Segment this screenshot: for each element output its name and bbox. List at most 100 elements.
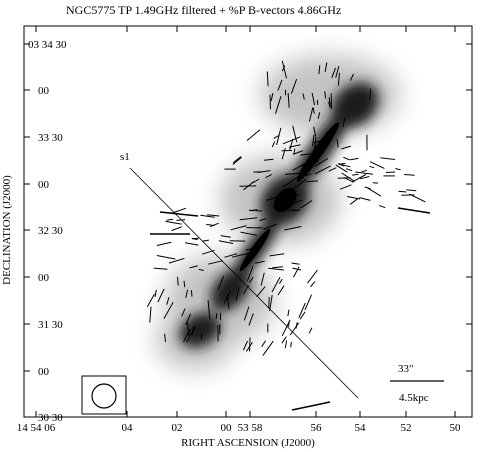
- b-vector: [324, 62, 328, 72]
- b-vector: [207, 300, 211, 319]
- b-vector: [284, 226, 302, 231]
- b-vector: [245, 247, 254, 251]
- b-vector: [336, 139, 339, 148]
- b-vector: [304, 294, 312, 311]
- b-vector: [282, 176, 299, 188]
- b-vector: [352, 173, 359, 176]
- b-vector: [310, 281, 316, 288]
- b-vector: [320, 131, 328, 148]
- beam-ellipse: [91, 383, 117, 409]
- b-vector: [343, 176, 354, 183]
- b-vector: [269, 295, 273, 312]
- b-vector: [349, 197, 359, 205]
- b-vector: [277, 285, 285, 296]
- b-vector: [331, 67, 336, 78]
- b-vector: [290, 341, 292, 348]
- figure-title: NGC5775 TP 1.49GHz filtered + %P B-vecto…: [66, 3, 341, 17]
- b-vector: [300, 153, 311, 156]
- b-vector: [269, 253, 285, 257]
- b-vector: [337, 72, 340, 86]
- b-vector: [266, 71, 269, 87]
- b-vector: [271, 277, 281, 293]
- b-vector: [339, 184, 352, 190]
- b-vector: [168, 257, 185, 264]
- b-vector: [408, 193, 426, 203]
- b-vector: [209, 222, 219, 228]
- b-vector: [364, 186, 371, 190]
- b-vector: [257, 170, 271, 173]
- b-vector: [289, 322, 300, 336]
- b-vector: [291, 262, 300, 265]
- b-vector: [316, 99, 319, 105]
- y-tick-label: 32 30: [38, 225, 63, 237]
- b-vector: [317, 112, 321, 119]
- scale-bar-physical-label: 4.5kpc: [399, 392, 429, 404]
- b-vector: [232, 156, 242, 164]
- b-vector: [338, 163, 351, 168]
- b-vector: [259, 218, 267, 222]
- y-tick-label: 03 34 30: [28, 39, 67, 51]
- b-vector: [312, 134, 315, 147]
- b-vector: [289, 138, 294, 151]
- b-vector: [341, 172, 356, 182]
- b-vector: [263, 223, 277, 230]
- b-vector: [166, 218, 174, 221]
- x-axis-label: RIGHT ASCENSION (J2000): [181, 437, 315, 449]
- b-vector: [318, 65, 321, 75]
- y-tick-label: 33 30: [38, 132, 63, 144]
- b-vector: [243, 181, 255, 191]
- b-vector: [302, 93, 305, 100]
- b-vector: [312, 161, 319, 163]
- b-vector: [395, 168, 401, 171]
- b-vector: [224, 253, 238, 258]
- b-vector: [277, 79, 283, 91]
- b-vector: [308, 107, 314, 122]
- b-vector: [270, 92, 274, 102]
- b-vector: [292, 161, 309, 171]
- b-vector: [157, 288, 165, 303]
- y-tick-label: 00: [38, 366, 50, 378]
- b-vector: [240, 231, 257, 236]
- x-axis-ticks: 14 54 06 04 02 00 53 58 56 54 52 50: [17, 26, 461, 434]
- b-vector: [312, 107, 315, 114]
- b-vector: [165, 220, 182, 225]
- b-vector: [200, 333, 203, 340]
- b-vector: [246, 129, 261, 141]
- b-vector: [367, 187, 382, 197]
- b-vector: [198, 268, 204, 271]
- b-vector: [287, 194, 299, 197]
- b-vector: [260, 272, 265, 286]
- scale-bar-angle-label: 33": [398, 363, 414, 375]
- b-vector: [245, 341, 253, 352]
- b-vector: [149, 306, 152, 323]
- b-vector: [156, 255, 176, 260]
- b-vector: [254, 260, 265, 264]
- x-tick-label: 56: [311, 422, 323, 434]
- b-vector: [284, 340, 288, 349]
- y-tick-label: 00: [38, 272, 50, 284]
- b-vector: [159, 211, 199, 217]
- b-vector: [398, 190, 407, 193]
- b-vector: [306, 180, 319, 183]
- b-vector: [299, 311, 306, 320]
- b-vector: [266, 196, 280, 201]
- y-axis-label: DECLINATION (J2000): [1, 175, 13, 285]
- x-tick-label: 50: [450, 422, 462, 434]
- b-vector: [263, 158, 274, 161]
- b-vector: [202, 239, 209, 242]
- b-vector: [369, 88, 372, 100]
- b-vector: [181, 308, 186, 317]
- b-vector: [248, 313, 254, 326]
- b-vector: [369, 161, 385, 169]
- b-vector: [262, 340, 274, 356]
- b-vector: [343, 156, 350, 161]
- b-vector: [232, 156, 243, 165]
- b-vector: [350, 157, 359, 161]
- b-vector: [278, 278, 283, 284]
- b-vector: [281, 65, 286, 72]
- b-vector: [324, 91, 326, 99]
- b-vector: [292, 150, 304, 155]
- b-vector: [164, 333, 166, 342]
- b-vector: [177, 276, 179, 286]
